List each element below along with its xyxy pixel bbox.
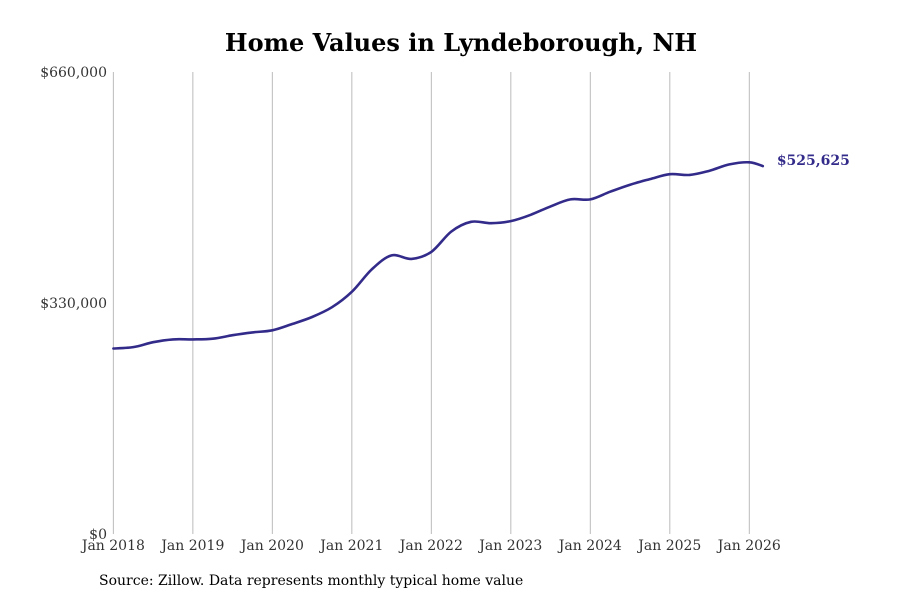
y-tick-label: $0: [89, 527, 107, 543]
x-axis-tick-labels: Jan 2018 Jan 2019 Jan 2020 Jan 2021 Jan 2022…: [80, 538, 781, 554]
grid-lines: [112, 72, 750, 534]
y-tick-label: $330,000: [40, 296, 107, 312]
home-value-series-line: [112, 160, 765, 350]
x-tick-label: Jan 2023: [477, 538, 542, 554]
x-tick-label: Jan 2022: [398, 538, 463, 554]
y-axis-tick-labels: $0 $330,000 $660,000: [40, 65, 107, 543]
source-note: Source: Zillow. Data represents monthly …: [99, 573, 524, 589]
x-tick-label: Jan 2020: [239, 538, 304, 554]
y-tick-label: $660,000: [40, 65, 107, 81]
x-tick-label: Jan 2025: [636, 538, 701, 554]
x-tick-label: Jan 2021: [318, 538, 383, 554]
chart-title: Home Values in Lyndeborough, NH: [225, 28, 697, 57]
x-tick-label: Jan 2024: [557, 538, 622, 554]
x-tick-label: Jan 2018: [80, 538, 145, 554]
latest-value-label: $525,625: [777, 153, 850, 169]
x-tick-label: Jan 2026: [716, 538, 781, 554]
x-tick-label: Jan 2019: [159, 538, 224, 554]
